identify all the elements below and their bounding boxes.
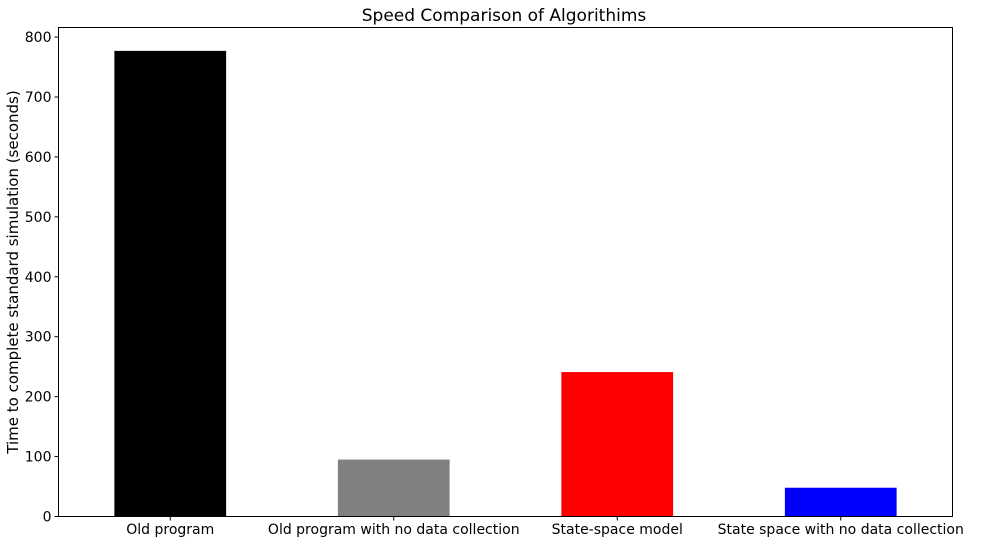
plot-frame <box>58 27 953 517</box>
bar-3 <box>561 372 674 517</box>
y-axis-label: Time to complete standard simulation (se… <box>4 90 22 454</box>
y-tick-label: 700 <box>25 90 52 106</box>
y-tick-label: 500 <box>25 210 52 226</box>
x-tick-label: Old program with no data collection <box>268 522 520 538</box>
y-axis-ticks: 0 100 200 300 400 500 600 700 800 <box>25 30 59 526</box>
y-tick-label: 400 <box>25 270 52 286</box>
y-tick-label: 100 <box>25 450 52 466</box>
x-tick-label: State-space model <box>552 522 683 538</box>
bars <box>114 50 897 517</box>
y-tick-label: 0 <box>43 510 52 526</box>
y-tick-label: 200 <box>25 390 52 406</box>
y-tick-label: 600 <box>25 150 52 166</box>
bar-4 <box>784 487 897 517</box>
bar-1 <box>114 50 227 517</box>
y-tick-label: 300 <box>25 330 52 346</box>
x-tick-label: Old program <box>126 522 214 538</box>
y-tick-label: 800 <box>25 30 52 46</box>
x-tick-label: State space with no data collection <box>718 522 964 538</box>
x-axis-ticks: Old program Old program with no data coll… <box>126 516 964 538</box>
chart-title: Speed Comparison of Algorithims <box>362 6 647 26</box>
bar-2 <box>337 459 450 517</box>
